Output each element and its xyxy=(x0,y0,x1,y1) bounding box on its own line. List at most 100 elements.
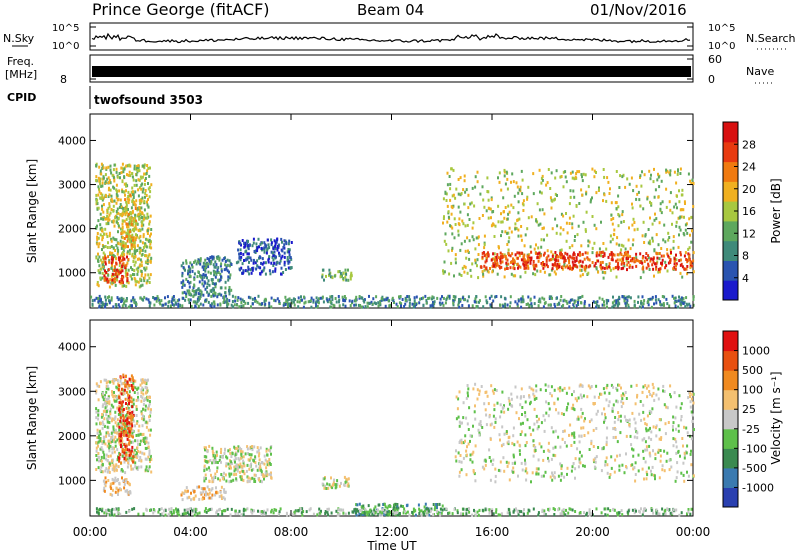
scatter-cell xyxy=(542,253,545,257)
scatter-cell xyxy=(139,450,142,454)
scatter-cell xyxy=(481,214,484,217)
scatter-cell xyxy=(689,400,692,404)
scatter-cell xyxy=(133,249,136,253)
scatter-cell xyxy=(498,171,501,175)
scatter-cell xyxy=(417,503,420,507)
scatter-cell xyxy=(501,260,504,264)
scatter-cell xyxy=(408,295,411,299)
scatter-cell xyxy=(460,468,463,472)
scatter-cell xyxy=(546,181,549,185)
scatter-cell xyxy=(142,403,145,406)
scatter-cell xyxy=(171,303,174,306)
scatter-cell xyxy=(234,299,237,303)
scatter-cell xyxy=(131,193,134,196)
scatter-cell xyxy=(678,200,681,204)
scatter-cell xyxy=(259,446,262,450)
scatter-cell xyxy=(312,300,315,304)
scatter-cell xyxy=(469,268,472,272)
scatter-cell xyxy=(134,252,137,255)
scatter-cell xyxy=(148,453,151,456)
scatter-cell xyxy=(106,444,109,448)
scatter-cell xyxy=(157,297,160,301)
scatter-cell xyxy=(141,227,144,231)
scatter-cell xyxy=(530,250,533,254)
scatter-cell xyxy=(492,252,495,256)
scatter-cell xyxy=(105,404,107,408)
scatter-cell xyxy=(603,300,605,304)
scatter-cell xyxy=(102,196,105,200)
scatter-cell xyxy=(510,203,513,207)
scatter-cell xyxy=(554,217,557,221)
scatter-cell xyxy=(472,238,475,242)
scatter-cell xyxy=(545,400,548,404)
scatter-cell xyxy=(109,416,112,420)
scatter-cell xyxy=(106,384,109,388)
scatter-cell xyxy=(239,297,242,301)
scatter-cell xyxy=(107,268,110,272)
scatter-cell xyxy=(603,303,605,307)
scatter-cell xyxy=(111,434,114,438)
scatter-cell xyxy=(547,448,550,452)
scatter-cell xyxy=(121,254,124,257)
scatter-cell xyxy=(146,203,149,207)
scatter-cell xyxy=(134,190,137,194)
scatter-cell xyxy=(112,204,115,208)
scatter-cell xyxy=(627,250,629,254)
scatter-cell xyxy=(246,269,249,273)
scatter-cell xyxy=(356,503,359,507)
scatter-cell xyxy=(116,268,119,272)
scatter-cell xyxy=(439,507,442,511)
scatter-cell xyxy=(104,295,107,299)
scatter-cell xyxy=(466,213,469,217)
scatter-cell xyxy=(620,248,623,252)
scatter-cell xyxy=(125,299,128,303)
scatter-cell xyxy=(107,255,110,259)
scatter-cell xyxy=(108,231,111,235)
scatter-cell xyxy=(207,270,210,274)
scatter-cell xyxy=(137,429,140,433)
scatter-cell xyxy=(117,465,120,469)
scatter-cell xyxy=(126,465,129,469)
scatter-cell xyxy=(131,254,134,258)
scatter-cell xyxy=(534,264,537,267)
scatter-cell xyxy=(201,282,204,286)
scatter-cell xyxy=(146,212,149,216)
scatter-cell xyxy=(93,298,96,302)
scatter-cell xyxy=(233,445,236,449)
scatter-cell xyxy=(457,415,460,419)
scatter-cell xyxy=(452,303,455,307)
scatter-cell xyxy=(606,463,609,467)
scatter-cell xyxy=(506,258,509,262)
scatter-cell xyxy=(113,417,116,421)
scatter-cell xyxy=(258,245,260,249)
scatter-cell xyxy=(140,216,143,220)
scatter-cell xyxy=(601,266,604,270)
scatter-cell xyxy=(337,295,340,298)
scatter-cell xyxy=(139,284,142,288)
scatter-cell xyxy=(550,171,553,175)
scatter-cell xyxy=(127,393,130,397)
scatter-cell xyxy=(128,198,131,202)
scatter-cell xyxy=(520,461,523,465)
scatter-cell xyxy=(488,456,491,459)
scatter-cell xyxy=(121,276,124,280)
scatter-cell xyxy=(657,175,660,179)
scatter-cell xyxy=(121,188,124,192)
scatter-cell xyxy=(667,261,670,265)
scatter-cell xyxy=(138,212,141,216)
scatter-cell xyxy=(148,450,151,454)
scatter-cell xyxy=(379,301,382,305)
scatter-cell xyxy=(240,449,242,453)
scatter-cell xyxy=(211,257,214,261)
scatter-cell xyxy=(107,195,110,198)
scatter-cell xyxy=(120,403,123,407)
scatter-cell xyxy=(214,260,217,264)
scatter-cell xyxy=(524,444,527,448)
scatter-cell xyxy=(229,462,232,466)
scatter-cell xyxy=(504,206,507,209)
scatter-cell xyxy=(569,264,571,268)
scatter-cell xyxy=(692,474,695,478)
scatter-cell xyxy=(661,258,664,262)
velocity-panel-frame xyxy=(89,319,694,517)
scatter-cell xyxy=(593,175,596,179)
